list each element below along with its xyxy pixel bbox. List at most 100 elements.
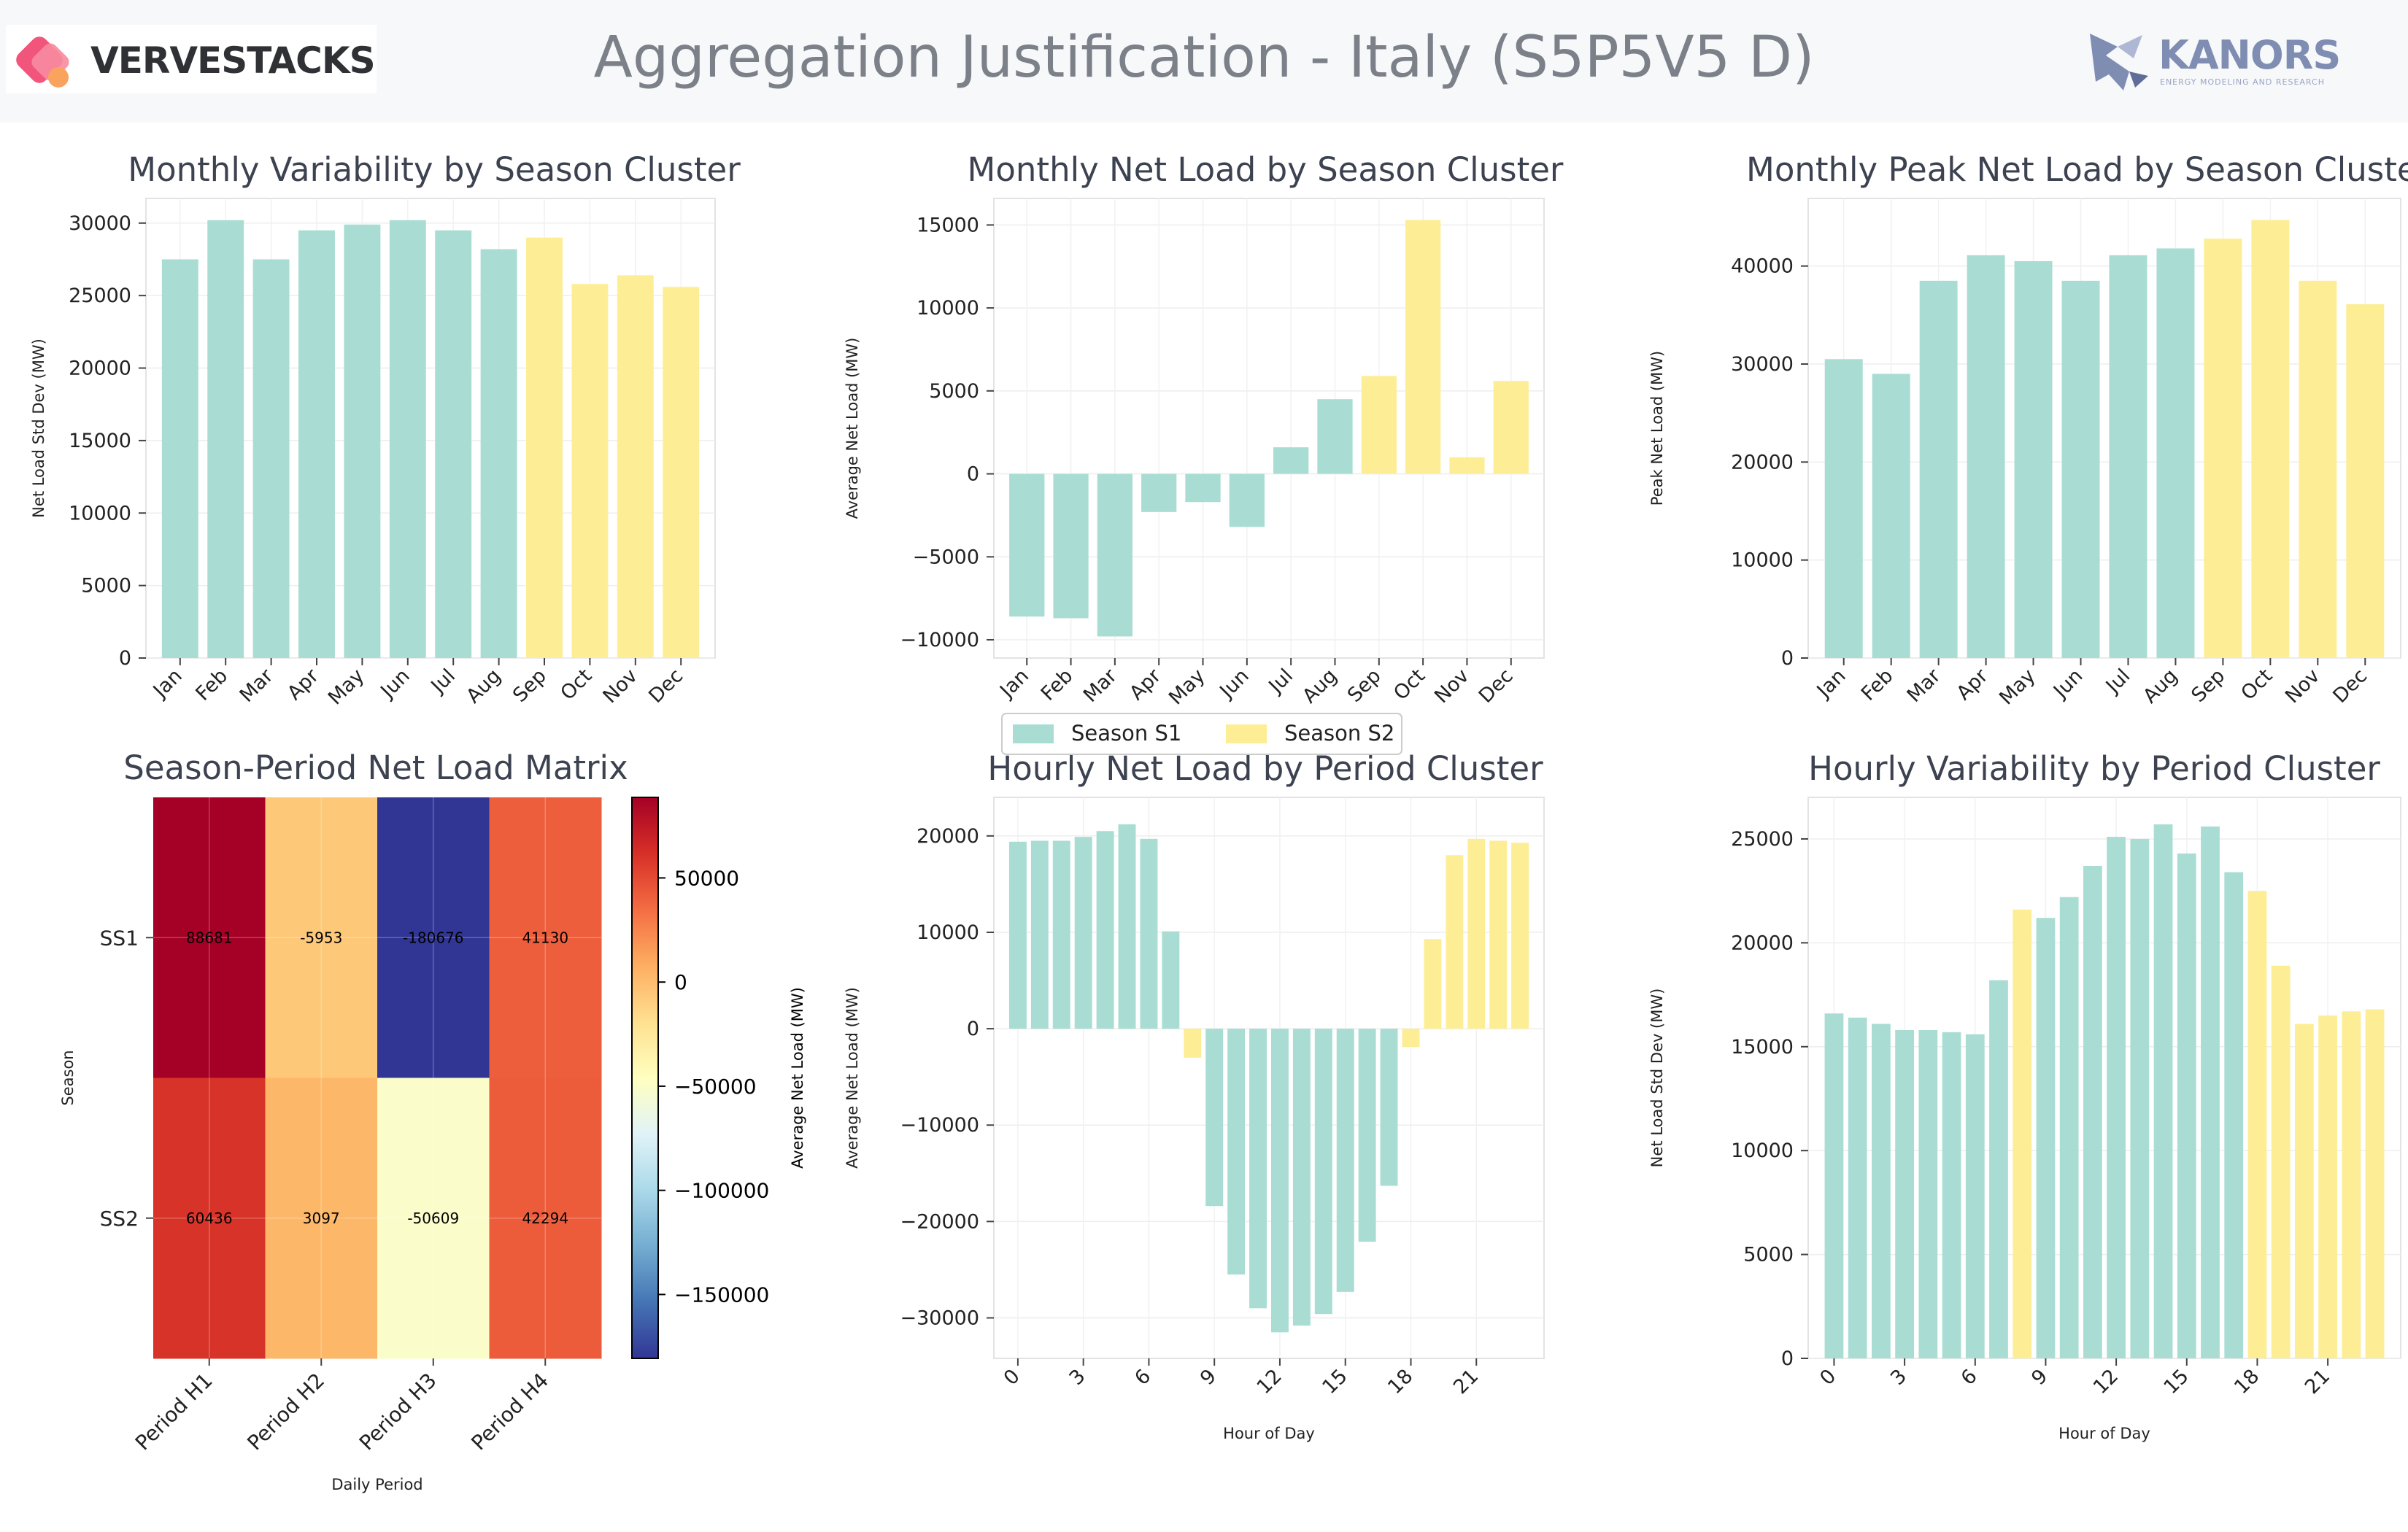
y-tick-label: 10000 — [1731, 549, 1794, 572]
x-tick-label: Oct — [2237, 665, 2277, 705]
y-tick-label: 20000 — [1731, 932, 1794, 954]
bar — [1205, 1029, 1224, 1207]
y-axis-label: Net Load Std Dev (MW) — [1648, 989, 1666, 1168]
heatmap-cell-label: -5953 — [300, 929, 342, 946]
colorbar-tick-label: 0 — [674, 970, 687, 994]
bar — [1380, 1029, 1398, 1186]
x-tick-label: Nov — [1430, 665, 1473, 708]
x-tick-label: Dec — [1475, 665, 1518, 708]
heatmap-cell-label: 60436 — [186, 1210, 233, 1227]
y-tick-label: 30000 — [69, 212, 131, 235]
bar — [298, 230, 335, 658]
y-tick-label: 0 — [1781, 647, 1794, 670]
chart-title: Monthly Variability by Season Cluster — [128, 150, 741, 189]
y-tick-label: 10000 — [69, 502, 131, 525]
y-tick-label: 0 — [119, 647, 131, 670]
x-tick-label: Jul — [1264, 665, 1297, 698]
chart-1: −10000 −5000 0 5000 10000 15000 Jan Feb Mar AprMa… — [844, 150, 1564, 709]
bar — [2299, 280, 2337, 658]
bar — [1184, 1029, 1202, 1058]
colorbar-label: Average Net Load (MW) — [789, 987, 806, 1169]
y-tick-label: 0 — [967, 463, 979, 486]
kanors-logo-icon — [2090, 34, 2148, 90]
bar — [1053, 473, 1089, 619]
bar — [2271, 965, 2291, 1358]
heatmap-cell — [377, 797, 490, 1078]
bar — [1030, 840, 1049, 1029]
y-tick-label: −10000 — [900, 629, 979, 651]
y-tick-label: 0 — [1781, 1347, 1794, 1370]
bar — [2059, 897, 2079, 1358]
x-tick-label: Jul — [2101, 665, 2134, 698]
vervestacks-logo-text: VERVESTACKS — [90, 39, 376, 82]
y-tick-label: 10000 — [916, 297, 979, 320]
bar — [1493, 381, 1529, 474]
bar — [1965, 1034, 1985, 1358]
chart-2: 0 10000 20000 30000 40000 Jan Feb Mar Apr May Jun J… — [1648, 150, 2408, 709]
x-tick-label: Nov — [599, 665, 642, 708]
x-tick-label: Jan — [148, 665, 187, 703]
bar — [1249, 1029, 1267, 1309]
bar — [1489, 840, 1508, 1029]
bar — [207, 220, 244, 658]
bar — [2153, 824, 2173, 1358]
x-tick-label: Dec — [644, 665, 687, 708]
chart-3: 88681 -5953 -180676 41130 60436 3097 -50609 422… — [59, 748, 806, 1493]
x-tick-label: 12 — [1253, 1365, 1286, 1398]
bar — [1424, 939, 1442, 1029]
y-axis-label: Average Net Load (MW) — [844, 987, 861, 1169]
y-tick-label: −30000 — [900, 1307, 979, 1330]
bar — [2109, 255, 2147, 658]
bar — [1229, 473, 1265, 527]
y-tick-label: −10000 — [900, 1114, 979, 1137]
y-tick-label: 10000 — [916, 921, 979, 944]
x-tick-label: 21 — [1449, 1365, 1483, 1398]
x-tick-label: Feb — [1037, 665, 1078, 705]
bar — [1989, 980, 2008, 1358]
x-tick-label: Sep — [2187, 665, 2229, 707]
legend-item-label: Season S1 — [1071, 721, 1181, 746]
x-tick-label: Jun — [376, 665, 414, 703]
y-tick-label: 30000 — [1731, 353, 1794, 376]
bar — [1449, 457, 1485, 474]
x-tick-label: Mar — [236, 664, 279, 707]
x-tick-label: Apr — [1953, 664, 1994, 705]
bar — [1317, 399, 1353, 474]
chart-title: Monthly Net Load by Season Cluster — [968, 150, 1564, 189]
x-axis-label: Hour of Day — [2058, 1425, 2150, 1442]
y-tick-label: 10000 — [1731, 1140, 1794, 1162]
y-tick-label: 15000 — [916, 214, 979, 236]
x-tick-label: Mar — [1903, 664, 1946, 707]
legend-box — [1001, 713, 1402, 755]
x-tick-label: 0 — [1815, 1365, 1840, 1390]
legend-swatch — [1226, 724, 1267, 743]
bar — [1227, 1029, 1246, 1275]
bar — [1052, 840, 1070, 1029]
bar — [1118, 824, 1136, 1029]
x-tick-label: Jul — [426, 665, 460, 698]
chart-title: Season-Period Net Load Matrix — [123, 748, 628, 787]
y-tick-label: 5000 — [81, 575, 131, 597]
bar — [1511, 843, 1529, 1029]
heatmap-cell — [153, 797, 266, 1078]
colorbar-tick-label: −50000 — [674, 1075, 757, 1099]
bar — [1358, 1029, 1376, 1242]
colorbar-tick-label: 50000 — [674, 866, 739, 890]
bar — [1967, 255, 2005, 658]
x-tick-label: Period H3 — [355, 1369, 441, 1455]
x-tick-label: Apr — [283, 664, 324, 705]
y-tick-label: 25000 — [69, 285, 131, 307]
bar — [2295, 1024, 2314, 1358]
bar — [617, 275, 654, 658]
x-tick-label: Jan — [1812, 665, 1851, 703]
bar — [526, 237, 563, 658]
page-title: Aggregation Justification - Italy (S5P5V… — [593, 25, 1815, 90]
bar — [1270, 1029, 1289, 1333]
bar — [1872, 374, 1910, 658]
y-tick-label: SS1 — [100, 926, 139, 950]
bar — [480, 249, 517, 658]
x-tick-label: Dec — [2328, 665, 2372, 708]
bar — [663, 287, 700, 658]
chart-title: Hourly Variability by Period Cluster — [1808, 749, 2380, 788]
bar — [2061, 280, 2100, 658]
